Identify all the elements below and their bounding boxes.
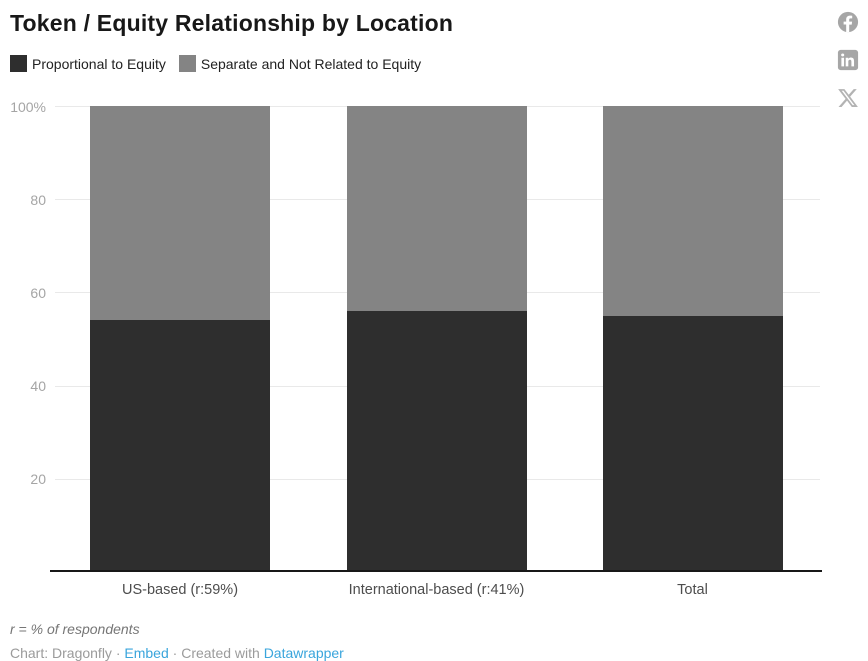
separator-dot: ·: [115, 645, 121, 661]
legend-swatch-gray: [178, 55, 196, 72]
datawrapper-link[interactable]: Datawrapper: [263, 645, 344, 661]
facebook-share-icon[interactable]: [837, 11, 859, 33]
y-tick-label: 40: [30, 378, 46, 395]
legend-swatch-dark: [10, 55, 27, 72]
legend-item-proportional: Proportional to Equity: [10, 55, 166, 72]
bar-segment-proportional[interactable]: [346, 311, 527, 572]
x-axis-label-us-based: US-based (r:59%): [121, 582, 239, 598]
legend: Proportional to Equity Separate and Not …: [10, 55, 421, 72]
bar-total: [602, 106, 783, 572]
x-axis-label-total: Total: [677, 582, 708, 598]
created-with-text: Created with: [181, 645, 260, 661]
bar-us-based: [90, 106, 270, 572]
bar-segment-proportional[interactable]: [602, 315, 783, 572]
x-axis-label-international: International-based (r:41%): [348, 582, 525, 598]
separator-dot: ·: [172, 645, 178, 661]
linkedin-share-icon[interactable]: [837, 49, 859, 71]
embed-link[interactable]: Embed: [124, 645, 169, 661]
bar-international-based: [346, 106, 527, 572]
share-toolbar: [837, 11, 859, 109]
legend-item-separate: Separate and Not Related to Equity: [178, 55, 422, 72]
attribution-prefix: Chart: Dragonfly: [10, 645, 112, 661]
chart-title: Token / Equity Relationship by Location: [10, 10, 454, 36]
y-tick-label: 80: [30, 191, 46, 208]
y-tick-label: 60: [30, 284, 46, 301]
x-axis-baseline: [50, 570, 822, 572]
bar-segment-separate[interactable]: [90, 106, 270, 321]
plot-area: 100% 80 60 40 20 US-based (r:59%) Intern…: [10, 99, 820, 598]
attribution-line: Chart: Dragonfly · Embed · Created with …: [10, 645, 344, 661]
bar-segment-separate[interactable]: [602, 106, 783, 316]
y-tick-label: 100%: [10, 98, 46, 115]
bar-segment-proportional[interactable]: [90, 320, 270, 572]
x-share-icon[interactable]: [837, 87, 859, 109]
legend-label: Separate and Not Related to Equity: [200, 55, 422, 72]
legend-label: Proportional to Equity: [32, 55, 166, 72]
chart-footnote: r = % of respondents: [10, 621, 140, 637]
bar-segment-separate[interactable]: [346, 106, 527, 312]
y-tick-label: 20: [30, 471, 46, 488]
